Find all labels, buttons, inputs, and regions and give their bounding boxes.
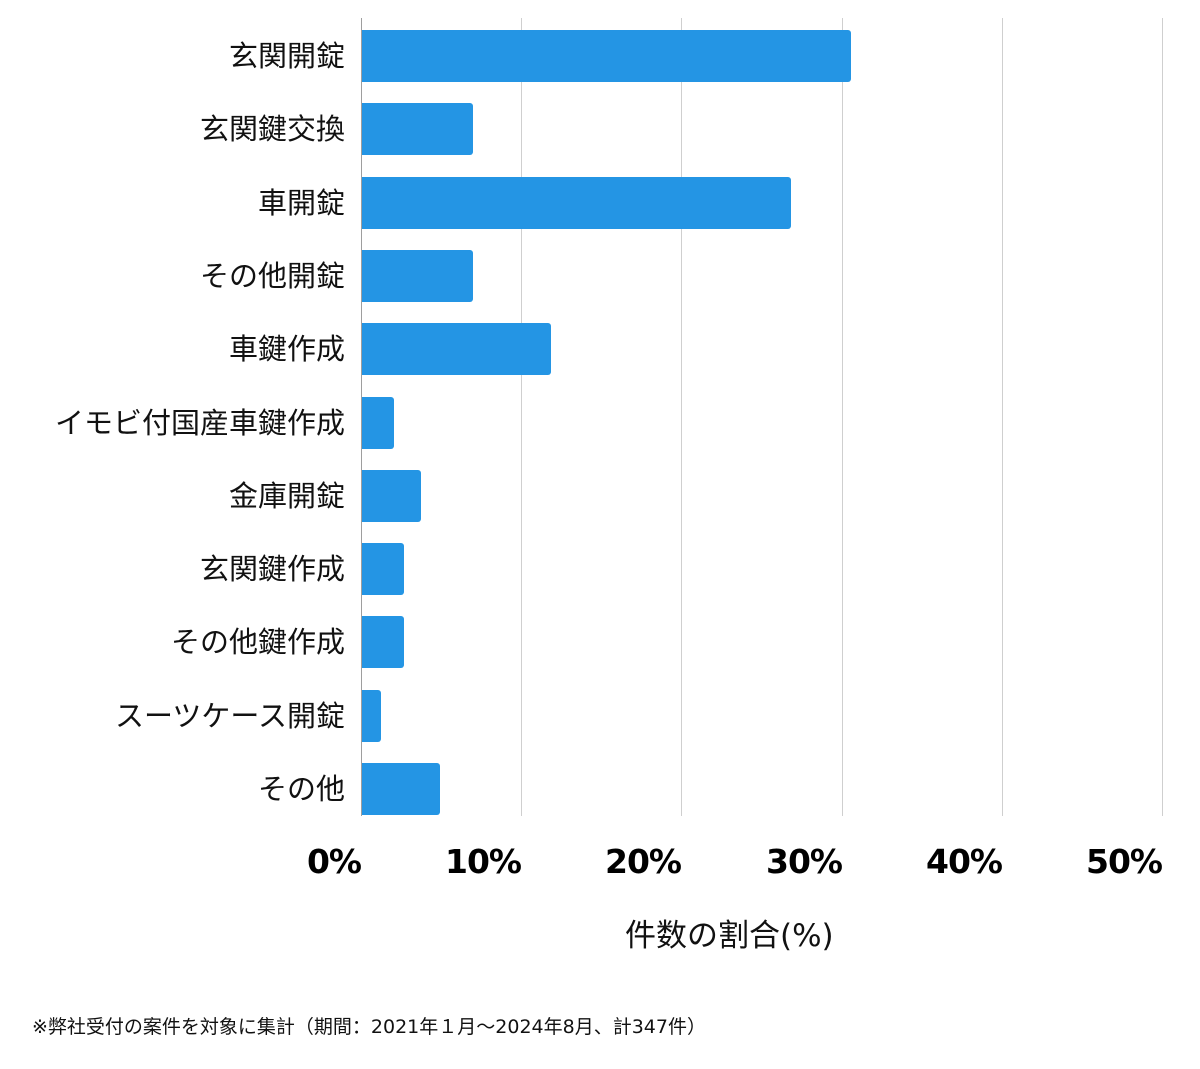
bar: [362, 469, 422, 522]
bar: [362, 616, 404, 669]
bar: [362, 763, 441, 815]
x-tick-30: 30%: [766, 842, 843, 881]
bar: [362, 543, 404, 596]
category-label: その他: [257, 772, 345, 806]
bar: [362, 103, 473, 156]
x-tick-10: 10%: [445, 842, 522, 881]
bar: [362, 689, 382, 742]
bar: [362, 30, 851, 82]
category-label: その他鍵作成: [170, 625, 345, 660]
category-label: 金庫開錠: [228, 478, 345, 513]
x-tick-20: 20%: [605, 842, 682, 881]
bar: [362, 323, 552, 376]
category-label: 玄関鍵作成: [199, 552, 345, 587]
category-label: スーツケース開錠: [115, 698, 345, 733]
bar: [362, 176, 792, 229]
bar: [362, 249, 473, 302]
category-label: 車鍵作成: [228, 332, 345, 367]
bar: [362, 396, 395, 449]
gridline-30: [842, 18, 843, 816]
gridline-20: [681, 18, 682, 816]
gridline-40: [1002, 18, 1003, 816]
category-label: 車開錠: [257, 185, 345, 220]
gridline-50: [1162, 18, 1163, 816]
category-label: イモビ付国産車鍵作成: [54, 405, 345, 440]
x-tick-40: 40%: [926, 842, 1003, 881]
x-tick-50: 50%: [1086, 842, 1163, 881]
category-label: 玄関鍵交換: [199, 112, 345, 147]
y-axis-line: [361, 18, 362, 816]
category-label: 玄関開錠: [228, 39, 345, 73]
category-label: その他開錠: [199, 258, 345, 293]
x-axis-title: 件数の割合(%): [625, 918, 834, 954]
gridline-10: [521, 18, 522, 816]
x-tick-0: 0%: [306, 842, 362, 881]
footnote: ※弊社受付の案件を対象に集計（期間：2021年１月〜2024年8月、計347件）: [32, 1016, 706, 1038]
